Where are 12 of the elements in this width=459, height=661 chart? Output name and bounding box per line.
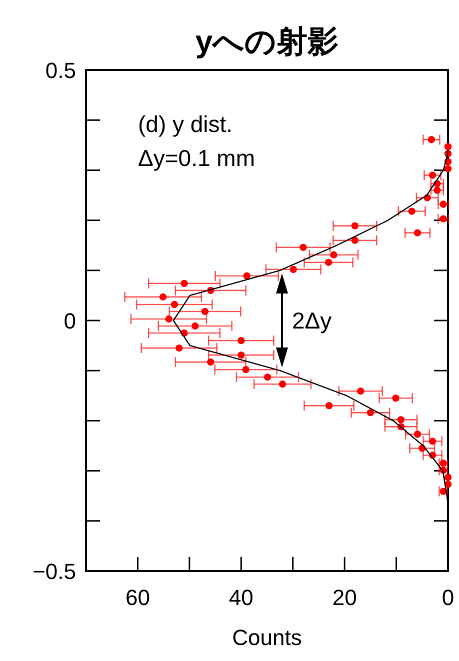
annotation: Δy=0.1 mm: [138, 145, 255, 171]
x-tick-label: 20: [332, 585, 357, 610]
x-axis-title: Counts: [232, 625, 302, 650]
y-tick-label: 0.5: [45, 58, 76, 83]
y-tick-label: −0.5: [32, 559, 76, 584]
x-tick-label: 40: [228, 585, 254, 610]
chart-title: yへの射影: [195, 24, 339, 59]
annotation: (d) y dist.: [138, 111, 233, 137]
x-tick-label: 0: [442, 585, 454, 610]
y-tick-label: 0: [64, 308, 76, 334]
annotation: 2Δy: [292, 308, 332, 334]
x-tick-label: 60: [125, 585, 150, 610]
